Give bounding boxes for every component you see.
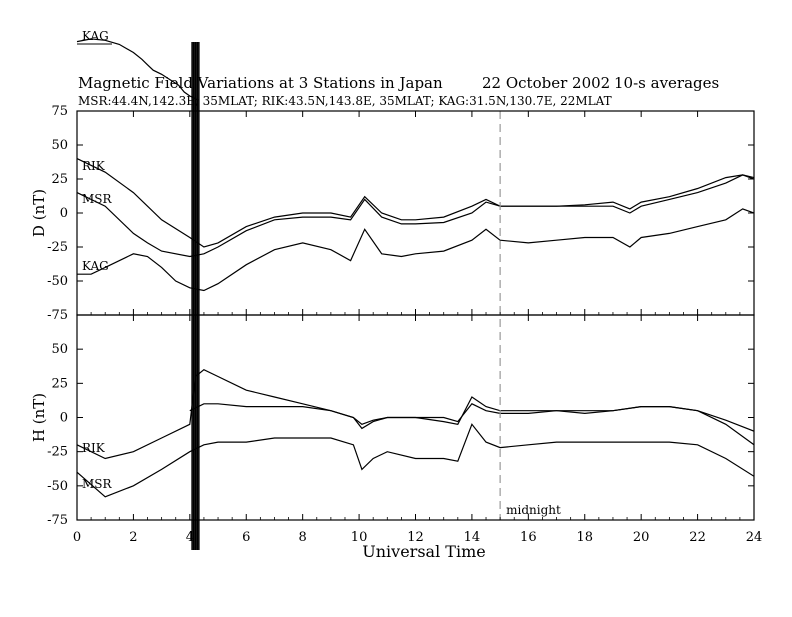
y-tick-label-D: -75	[47, 308, 68, 323]
series-group-D	[77, 158, 754, 292]
x-tick-label: 2	[129, 530, 137, 545]
x-axis-label: Universal Time	[362, 542, 485, 561]
x-tick-label: 24	[746, 530, 763, 545]
series-label-D-kag: KAG	[82, 259, 109, 273]
y-tick-label-H: 25	[51, 376, 68, 391]
panel-frame-D	[76, 110, 755, 316]
chart-date: 22 October 2002	[482, 74, 610, 92]
chart-title: Magnetic Field Variations at 3 Stations …	[78, 74, 443, 92]
y-tick-label-D: 0	[60, 206, 68, 221]
y-tick-label-H: -75	[47, 513, 68, 528]
extra-trace-label: KAG	[82, 29, 109, 43]
series-group-H	[77, 368, 754, 498]
x-tick-label: 12	[407, 530, 424, 545]
title-group: Magnetic Field Variations at 3 Stations …	[78, 74, 719, 108]
series-line-H-rik	[77, 368, 754, 460]
series-line-H-kag	[189, 403, 754, 432]
x-tick-label: 10	[351, 530, 368, 545]
y-tick-label-H: 0	[60, 411, 68, 426]
y-tick-label-H: -25	[47, 445, 68, 460]
y-tick-label-D: 75	[51, 104, 68, 119]
extra-trace-kag	[76, 38, 199, 101]
x-tick-label: 8	[299, 530, 307, 545]
y-tick-label-H: -50	[47, 479, 68, 494]
x-tick-label: 6	[242, 530, 250, 545]
series-label-D-msr: MSR	[82, 192, 113, 206]
y-axis-label-H: H (nT)	[30, 393, 48, 442]
midnight-marker-label: midnight	[506, 503, 561, 517]
y-tick-label-D: 25	[51, 172, 68, 187]
series-label-D-rik: RIK	[82, 159, 106, 173]
x-tick-label: 0	[73, 530, 81, 545]
series-label-H-msr: MSR	[82, 477, 113, 491]
x-tick-label: 14	[464, 530, 481, 545]
x-tick-label: 22	[689, 530, 706, 545]
y-tick-label-D: -25	[47, 240, 68, 255]
chart-averaging: 10-s averages	[614, 74, 719, 92]
series-line-H-msr	[77, 423, 754, 498]
x-tick-label: 18	[576, 530, 593, 545]
series-line-D-rik	[77, 158, 754, 248]
y-tick-label-D: 50	[51, 138, 68, 153]
y-axis-label-D: D (nT)	[30, 189, 48, 237]
y-tick-label-H: 50	[51, 342, 68, 357]
series-label-H-rik: RIK	[82, 441, 106, 455]
chart-subtitle: MSR:44.4N,142.3E, 35MLAT; RIK:43.5N,143.…	[78, 94, 612, 108]
x-tick-label: 20	[633, 530, 650, 545]
x-tick-label: 4	[186, 530, 194, 545]
series-line-D-msr	[77, 174, 754, 258]
series-line-D-kag	[77, 208, 754, 292]
x-tick-label: 16	[520, 530, 537, 545]
y-tick-label-D: -50	[47, 274, 68, 289]
